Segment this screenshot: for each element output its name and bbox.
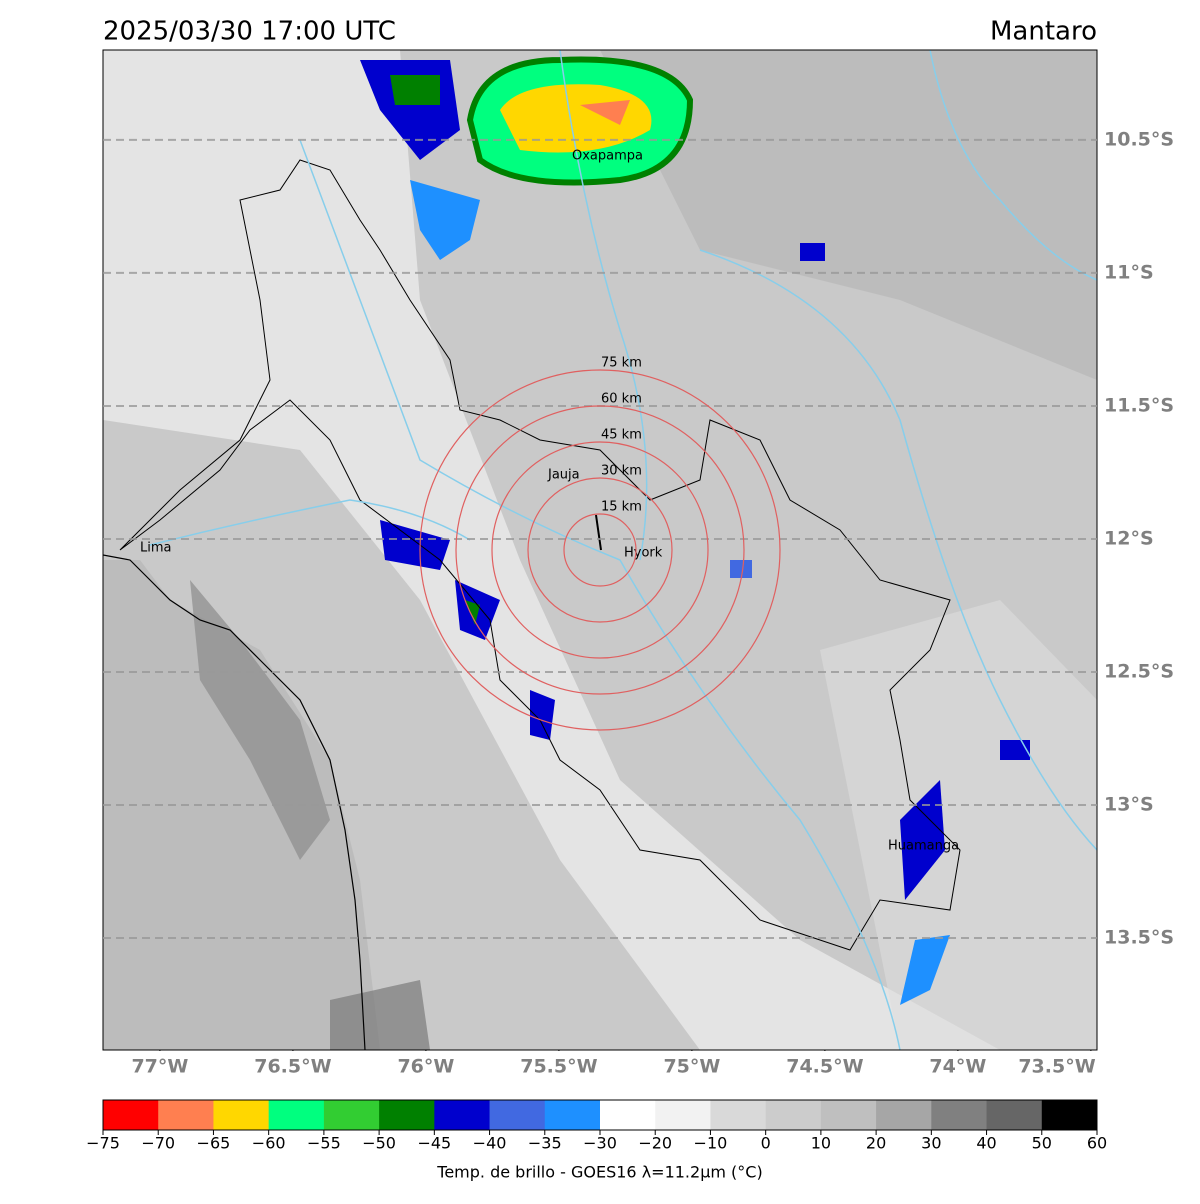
colorbar-tick-label: 0 bbox=[761, 1134, 771, 1153]
title: 2025/03/30 17:00 UTC bbox=[103, 17, 396, 47]
colorbar-segment bbox=[600, 1100, 656, 1130]
colorbar-segment bbox=[986, 1100, 1043, 1130]
lon-tick-label: 73.5°W bbox=[1018, 1056, 1095, 1078]
colorbar-segment bbox=[379, 1100, 435, 1130]
range-ring-label: 15 km bbox=[601, 500, 642, 515]
colorbar-tick-label: −35 bbox=[528, 1134, 562, 1153]
colorbar-tick-label: −45 bbox=[417, 1134, 451, 1153]
colorbar-segment bbox=[158, 1100, 214, 1130]
colorbar-tick-label: −50 bbox=[362, 1134, 396, 1153]
colorbar-segment bbox=[876, 1100, 932, 1130]
colorbar-segment bbox=[765, 1100, 822, 1130]
colorbar-segment bbox=[931, 1100, 988, 1130]
lon-tick-label: 76°W bbox=[397, 1056, 454, 1078]
direction-line bbox=[595, 514, 602, 551]
range-ring-label: 75 km bbox=[601, 356, 642, 371]
colorbar-segment bbox=[489, 1100, 546, 1130]
colorbar-tick-label: −75 bbox=[86, 1134, 120, 1153]
map-frame bbox=[102, 49, 1098, 1051]
lon-tick-label: 75°W bbox=[663, 1056, 720, 1078]
lat-tick-label: 11.5°S bbox=[1104, 394, 1174, 416]
colorbar-segment bbox=[213, 1100, 270, 1130]
colorbar-tick-label: −20 bbox=[638, 1134, 672, 1153]
city-label: Oxapampa bbox=[572, 149, 643, 164]
colorbar-label: Temp. de brillo - GOES16 λ=11.2μm (°C) bbox=[436, 1163, 762, 1182]
lat-tick-label: 10.5°S bbox=[1104, 128, 1174, 150]
colorbar-tick-label: −10 bbox=[694, 1134, 728, 1153]
colorbar-tick-label: 50 bbox=[1032, 1134, 1052, 1153]
city-label: Hyork bbox=[624, 546, 663, 561]
colorbar-tick-label: 20 bbox=[866, 1134, 886, 1153]
range-ring-label: 60 km bbox=[601, 392, 642, 407]
colorbar-tick-label: 10 bbox=[811, 1134, 831, 1153]
colorbar-segment bbox=[1041, 1100, 1098, 1130]
colorbar-segment bbox=[820, 1100, 877, 1130]
colorbar-tick-label: −70 bbox=[141, 1134, 175, 1153]
lat-tick-label: 12°S bbox=[1104, 527, 1154, 549]
lon-tick-label: 76.5°W bbox=[254, 1056, 331, 1078]
colorbar-tick-label: −30 bbox=[583, 1134, 617, 1153]
colorbar-tick-label: −65 bbox=[197, 1134, 231, 1153]
range-ring bbox=[455, 405, 745, 695]
range-ring bbox=[491, 441, 709, 659]
colorbar-segment bbox=[103, 1100, 159, 1130]
colorbar-segment bbox=[434, 1100, 491, 1130]
lat-tick-label: 13°S bbox=[1104, 793, 1154, 815]
colorbar-tick-label: −40 bbox=[473, 1134, 507, 1153]
lat-tick-label: 13.5°S bbox=[1104, 927, 1174, 949]
colorbar-tick-label: −55 bbox=[307, 1134, 341, 1153]
range-ring bbox=[527, 477, 673, 623]
city-label: Huamanga bbox=[888, 839, 959, 854]
range-ring bbox=[419, 369, 781, 731]
colorbar-tick-label: 60 bbox=[1087, 1134, 1107, 1153]
range-ring-label: 45 km bbox=[601, 428, 642, 443]
colorbar-tick-label: −60 bbox=[252, 1134, 286, 1153]
range-ring-label: 30 km bbox=[601, 464, 642, 479]
city-label: Lima bbox=[140, 541, 171, 556]
colorbar-tick-label: 30 bbox=[921, 1134, 941, 1153]
lon-tick-label: 74°W bbox=[929, 1056, 986, 1078]
colorbar-segment bbox=[268, 1100, 325, 1130]
lat-tick-label: 12.5°S bbox=[1104, 660, 1174, 682]
colorbar-segment bbox=[544, 1100, 601, 1130]
region-title: Mantaro bbox=[990, 17, 1097, 47]
lon-tick-label: 77°W bbox=[131, 1056, 188, 1078]
city-label: Jauja bbox=[547, 468, 580, 483]
lon-tick-label: 74.5°W bbox=[786, 1056, 863, 1078]
lon-tick-label: 75.5°W bbox=[520, 1056, 597, 1078]
colorbar-tick-label: 40 bbox=[976, 1134, 996, 1153]
colorbar-segment bbox=[710, 1100, 767, 1130]
range-ring bbox=[563, 513, 637, 587]
lat-tick-label: 11°S bbox=[1104, 261, 1154, 283]
colorbar-segment bbox=[655, 1100, 711, 1130]
colorbar-segment bbox=[323, 1100, 380, 1130]
